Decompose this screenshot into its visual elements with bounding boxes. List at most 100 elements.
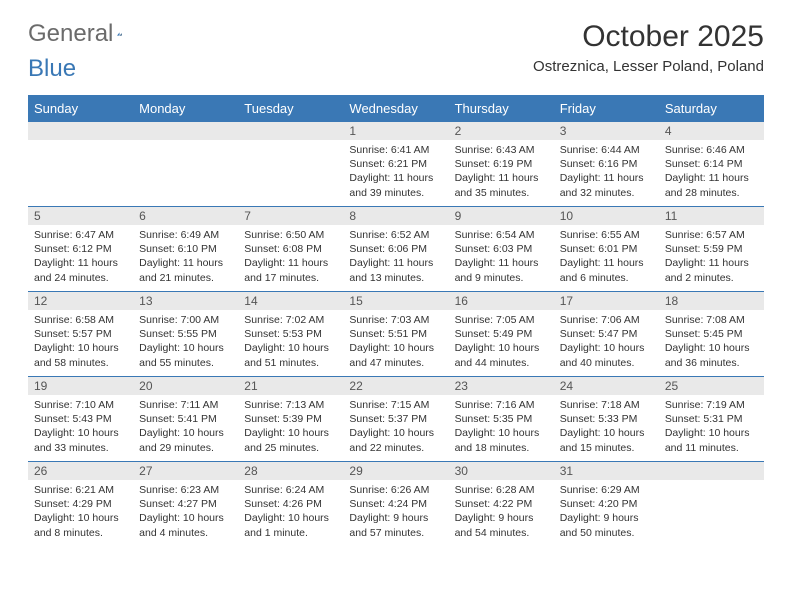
daylight-text: Daylight: 10 hours and 40 minutes. [560, 341, 653, 369]
weekday-header: Monday [133, 95, 238, 122]
day-number: 17 [554, 292, 659, 310]
day-number: 6 [133, 207, 238, 225]
daylight-text: Daylight: 9 hours and 50 minutes. [560, 511, 653, 539]
daylight-text: Daylight: 10 hours and 11 minutes. [665, 426, 758, 454]
daylight-text: Daylight: 10 hours and 1 minute. [244, 511, 337, 539]
day-cell: 15Sunrise: 7:03 AMSunset: 5:51 PMDayligh… [343, 292, 448, 376]
day-cell: 9Sunrise: 6:54 AMSunset: 6:03 PMDaylight… [449, 207, 554, 291]
daylight-text: Daylight: 10 hours and 29 minutes. [139, 426, 232, 454]
calendar: Sunday Monday Tuesday Wednesday Thursday… [28, 95, 764, 546]
sunset-text: Sunset: 4:29 PM [34, 497, 127, 511]
daylight-text: Daylight: 11 hours and 28 minutes. [665, 171, 758, 199]
day-number: 18 [659, 292, 764, 310]
day-cell: 2Sunrise: 6:43 AMSunset: 6:19 PMDaylight… [449, 122, 554, 206]
day-details: Sunrise: 6:29 AMSunset: 4:20 PMDaylight:… [554, 480, 659, 544]
daylight-text: Daylight: 11 hours and 13 minutes. [349, 256, 442, 284]
sunrise-text: Sunrise: 7:03 AM [349, 313, 442, 327]
day-cell: 6Sunrise: 6:49 AMSunset: 6:10 PMDaylight… [133, 207, 238, 291]
sunset-text: Sunset: 5:53 PM [244, 327, 337, 341]
sunrise-text: Sunrise: 7:13 AM [244, 398, 337, 412]
day-details: Sunrise: 7:00 AMSunset: 5:55 PMDaylight:… [133, 310, 238, 374]
sunset-text: Sunset: 5:57 PM [34, 327, 127, 341]
day-details: Sunrise: 6:57 AMSunset: 5:59 PMDaylight:… [659, 225, 764, 289]
daylight-text: Daylight: 10 hours and 51 minutes. [244, 341, 337, 369]
sunrise-text: Sunrise: 6:29 AM [560, 483, 653, 497]
calendar-page: General October 2025 Ostreznica, Lesser … [0, 0, 792, 566]
day-details: Sunrise: 6:55 AMSunset: 6:01 PMDaylight:… [554, 225, 659, 289]
day-cell: 20Sunrise: 7:11 AMSunset: 5:41 PMDayligh… [133, 377, 238, 461]
sunset-text: Sunset: 5:41 PM [139, 412, 232, 426]
sunset-text: Sunset: 6:19 PM [455, 157, 548, 171]
daylight-text: Daylight: 11 hours and 39 minutes. [349, 171, 442, 199]
weeks-container: 1Sunrise: 6:41 AMSunset: 6:21 PMDaylight… [28, 122, 764, 546]
sunset-text: Sunset: 5:35 PM [455, 412, 548, 426]
title-block: October 2025 Ostreznica, Lesser Poland, … [533, 20, 764, 75]
week-row: 12Sunrise: 6:58 AMSunset: 5:57 PMDayligh… [28, 292, 764, 377]
day-cell: 19Sunrise: 7:10 AMSunset: 5:43 PMDayligh… [28, 377, 133, 461]
sunrise-text: Sunrise: 6:57 AM [665, 228, 758, 242]
sunrise-text: Sunrise: 6:49 AM [139, 228, 232, 242]
day-number: 19 [28, 377, 133, 395]
sunset-text: Sunset: 5:43 PM [34, 412, 127, 426]
day-details: Sunrise: 7:15 AMSunset: 5:37 PMDaylight:… [343, 395, 448, 459]
daylight-text: Daylight: 10 hours and 33 minutes. [34, 426, 127, 454]
daylight-text: Daylight: 11 hours and 24 minutes. [34, 256, 127, 284]
day-number: 4 [659, 122, 764, 140]
day-details: Sunrise: 6:47 AMSunset: 6:12 PMDaylight:… [28, 225, 133, 289]
day-details: Sunrise: 7:08 AMSunset: 5:45 PMDaylight:… [659, 310, 764, 374]
day-cell: 13Sunrise: 7:00 AMSunset: 5:55 PMDayligh… [133, 292, 238, 376]
day-number: 8 [343, 207, 448, 225]
day-number: 29 [343, 462, 448, 480]
day-details: Sunrise: 7:11 AMSunset: 5:41 PMDaylight:… [133, 395, 238, 459]
sunset-text: Sunset: 5:49 PM [455, 327, 548, 341]
sunset-text: Sunset: 5:37 PM [349, 412, 442, 426]
day-cell: 28Sunrise: 6:24 AMSunset: 4:26 PMDayligh… [238, 462, 343, 546]
sunrise-text: Sunrise: 6:23 AM [139, 483, 232, 497]
sunrise-text: Sunrise: 6:58 AM [34, 313, 127, 327]
sunrise-text: Sunrise: 6:24 AM [244, 483, 337, 497]
day-details: Sunrise: 6:24 AMSunset: 4:26 PMDaylight:… [238, 480, 343, 544]
day-number: 20 [133, 377, 238, 395]
sunset-text: Sunset: 5:59 PM [665, 242, 758, 256]
sunset-text: Sunset: 5:31 PM [665, 412, 758, 426]
day-number: 9 [449, 207, 554, 225]
day-number: 3 [554, 122, 659, 140]
daylight-text: Daylight: 11 hours and 17 minutes. [244, 256, 337, 284]
day-cell: 27Sunrise: 6:23 AMSunset: 4:27 PMDayligh… [133, 462, 238, 546]
day-details: Sunrise: 7:02 AMSunset: 5:53 PMDaylight:… [238, 310, 343, 374]
sunset-text: Sunset: 4:26 PM [244, 497, 337, 511]
day-cell: 8Sunrise: 6:52 AMSunset: 6:06 PMDaylight… [343, 207, 448, 291]
logo: General [28, 20, 145, 48]
day-details: Sunrise: 6:43 AMSunset: 6:19 PMDaylight:… [449, 140, 554, 204]
day-number: 5 [28, 207, 133, 225]
day-number: 13 [133, 292, 238, 310]
day-number [238, 122, 343, 140]
day-details: Sunrise: 7:06 AMSunset: 5:47 PMDaylight:… [554, 310, 659, 374]
day-details: Sunrise: 6:41 AMSunset: 6:21 PMDaylight:… [343, 140, 448, 204]
sunrise-text: Sunrise: 7:16 AM [455, 398, 548, 412]
sunset-text: Sunset: 4:27 PM [139, 497, 232, 511]
daylight-text: Daylight: 10 hours and 22 minutes. [349, 426, 442, 454]
sunrise-text: Sunrise: 7:18 AM [560, 398, 653, 412]
day-cell: 21Sunrise: 7:13 AMSunset: 5:39 PMDayligh… [238, 377, 343, 461]
day-number: 24 [554, 377, 659, 395]
week-row: 19Sunrise: 7:10 AMSunset: 5:43 PMDayligh… [28, 377, 764, 462]
day-number: 7 [238, 207, 343, 225]
day-details: Sunrise: 6:50 AMSunset: 6:08 PMDaylight:… [238, 225, 343, 289]
week-row: 26Sunrise: 6:21 AMSunset: 4:29 PMDayligh… [28, 462, 764, 546]
day-details: Sunrise: 7:16 AMSunset: 5:35 PMDaylight:… [449, 395, 554, 459]
day-number: 10 [554, 207, 659, 225]
sunset-text: Sunset: 6:10 PM [139, 242, 232, 256]
week-row: 1Sunrise: 6:41 AMSunset: 6:21 PMDaylight… [28, 122, 764, 207]
weekday-header: Tuesday [238, 95, 343, 122]
sunrise-text: Sunrise: 6:43 AM [455, 143, 548, 157]
day-cell [659, 462, 764, 546]
day-details: Sunrise: 7:05 AMSunset: 5:49 PMDaylight:… [449, 310, 554, 374]
day-cell: 25Sunrise: 7:19 AMSunset: 5:31 PMDayligh… [659, 377, 764, 461]
day-cell: 14Sunrise: 7:02 AMSunset: 5:53 PMDayligh… [238, 292, 343, 376]
day-details: Sunrise: 6:49 AMSunset: 6:10 PMDaylight:… [133, 225, 238, 289]
sunset-text: Sunset: 6:21 PM [349, 157, 442, 171]
day-cell: 31Sunrise: 6:29 AMSunset: 4:20 PMDayligh… [554, 462, 659, 546]
sunrise-text: Sunrise: 6:41 AM [349, 143, 442, 157]
sunset-text: Sunset: 6:12 PM [34, 242, 127, 256]
